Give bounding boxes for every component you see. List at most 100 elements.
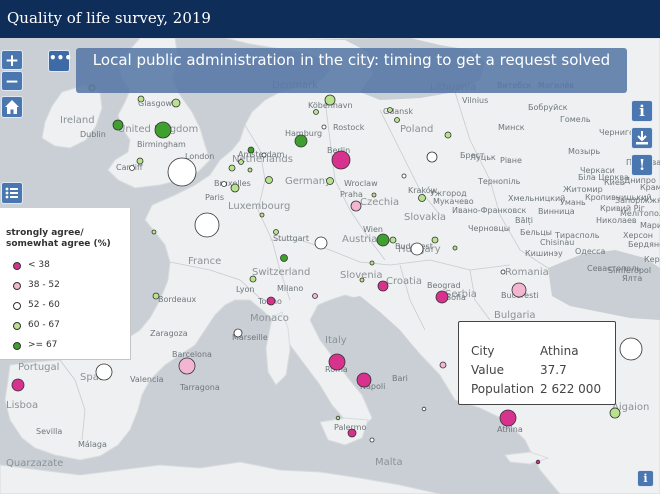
svg-text:Бердянськ: Бердянськ <box>628 240 660 249</box>
svg-text:Netherlands: Netherlands <box>232 154 293 165</box>
svg-text:Malta: Malta <box>375 457 403 468</box>
svg-text:Рівне: Рівне <box>500 156 522 165</box>
svg-text:Simferopol: Simferopol <box>608 266 651 275</box>
download-button[interactable] <box>631 127 653 149</box>
tooltip-key: Value <box>471 363 504 377</box>
info-small-button[interactable]: i <box>637 470 654 487</box>
svg-text:Monaco: Monaco <box>250 313 289 324</box>
list-icon <box>5 187 18 199</box>
legend-item: < 38 <box>0 260 131 272</box>
svg-text:London: London <box>185 152 214 161</box>
alert-button[interactable]: ! <box>631 154 653 176</box>
svg-text:Керчь: Керчь <box>644 255 660 264</box>
home-icon <box>5 100 19 114</box>
svg-text:Мариуполь: Мариуполь <box>640 221 660 230</box>
city-bubbles[interactable] <box>11 84 643 465</box>
legend-panel: strongly agree/ somewhat agree (%) < 38 … <box>0 208 131 360</box>
zoom-out-button[interactable]: − <box>1 71 23 92</box>
header-bar: Quality of life survey, 2019 <box>0 0 660 38</box>
svg-text:Севастополь: Севастополь <box>587 264 641 273</box>
svg-text:Бельцы: Бельцы <box>520 228 552 237</box>
legend-swatch <box>13 302 21 310</box>
svg-text:Гомель: Гомель <box>560 115 591 124</box>
legend-swatch <box>13 262 21 270</box>
map-title: Local public administration in the city:… <box>76 48 627 93</box>
legend-label: >= 67 <box>28 340 58 350</box>
svg-text:Amsterdam: Amsterdam <box>238 150 285 159</box>
svg-text:Birmingham: Birmingham <box>137 140 186 149</box>
svg-text:Киев: Киев <box>604 178 625 187</box>
zoom-in-button[interactable]: + <box>1 50 23 71</box>
svg-text:Кривий Ріг: Кривий Ріг <box>600 204 645 213</box>
svg-text:Milano: Milano <box>277 284 303 293</box>
svg-text:Sevilla: Sevilla <box>36 427 62 436</box>
city-tooltip: City Athina Value 37.7 Population 2 622 … <box>458 321 616 405</box>
legend-label: < 38 <box>28 260 50 270</box>
svg-text:Кишинэу: Кишинэу <box>525 249 563 258</box>
svg-text:Berlin: Berlin <box>327 146 350 155</box>
svg-text:France: France <box>188 256 221 267</box>
legend-label: 60 - 67 <box>28 320 60 330</box>
svg-text:Valencia: Valencia <box>130 375 164 384</box>
svg-text:Lyon: Lyon <box>236 285 254 294</box>
svg-text:Wroclaw: Wroclaw <box>344 179 378 188</box>
svg-text:Тернопіль: Тернопіль <box>477 177 521 186</box>
svg-text:Czechia: Czechia <box>360 197 399 208</box>
svg-text:Athina: Athina <box>497 425 523 434</box>
svg-text:Запоріжжя: Запоріжжя <box>615 196 660 205</box>
list-button[interactable] <box>1 182 23 204</box>
svg-text:Praha: Praha <box>340 190 363 199</box>
app-title: Quality of life survey, 2019 <box>7 9 211 27</box>
svg-text:Умань: Умань <box>560 198 586 207</box>
sea-black <box>548 250 660 320</box>
svg-text:Slovakia: Slovakia <box>404 212 446 223</box>
svg-text:Barcelona: Barcelona <box>172 350 212 359</box>
svg-text:Мукачево: Мукачево <box>433 197 474 206</box>
download-icon <box>636 131 648 145</box>
legend-title: strongly agree/ somewhat agree (%) <box>6 228 111 249</box>
info-button[interactable]: i <box>631 100 653 122</box>
svg-text:Marseille: Marseille <box>232 333 268 342</box>
svg-text:Germany: Germany <box>285 176 331 187</box>
svg-text:Quarzazate: Quarzazate <box>6 458 63 469</box>
svg-text:Aigaion: Aigaion <box>612 402 649 413</box>
svg-text:Мозырь: Мозырь <box>568 147 600 156</box>
svg-text:Брест: Брест <box>460 151 485 160</box>
svg-text:Málaga: Málaga <box>78 440 107 449</box>
svg-text:Köbenhavn: Köbenhavn <box>308 101 353 110</box>
country-borders <box>59 91 549 441</box>
svg-text:Николаев: Николаев <box>596 216 637 225</box>
tooltip-key: Population <box>471 382 535 396</box>
svg-text:Біла Церква: Біла Церква <box>578 173 629 182</box>
more-button[interactable]: ••• <box>48 50 72 72</box>
svg-text:Dublin: Dublin <box>80 130 106 139</box>
svg-text:Wien: Wien <box>363 225 383 234</box>
land-sicily <box>319 417 369 446</box>
svg-text:Gdansk: Gdansk <box>383 107 413 116</box>
svg-text:Бобруйск: Бобруйск <box>528 103 568 112</box>
svg-text:Croatia: Croatia <box>386 276 422 287</box>
svg-text:Napoli: Napoli <box>360 382 385 391</box>
legend-swatch <box>13 282 21 290</box>
svg-text:Тирасполь: Тирасполь <box>554 231 600 240</box>
svg-text:Hamburg: Hamburg <box>285 129 322 138</box>
svg-text:Ireland: Ireland <box>60 115 95 126</box>
svg-text:Херсон: Херсон <box>623 231 653 240</box>
svg-text:Минск: Минск <box>498 123 525 132</box>
svg-text:Romania: Romania <box>505 267 549 278</box>
svg-text:Одесса: Одесса <box>575 247 606 256</box>
legend-swatch <box>13 342 21 350</box>
svg-text:Serbia: Serbia <box>445 289 477 300</box>
svg-text:Paris: Paris <box>205 193 224 202</box>
svg-text:Bulgaria: Bulgaria <box>494 310 535 321</box>
svg-text:Austria: Austria <box>342 234 377 245</box>
svg-text:Ялта: Ялта <box>622 274 642 283</box>
land-north-africa <box>0 461 441 494</box>
home-button[interactable] <box>1 96 23 118</box>
svg-text:Черкаси: Черкаси <box>580 166 615 175</box>
tooltip-value: 2 622 000 <box>540 382 602 396</box>
svg-text:Poland: Poland <box>400 124 433 135</box>
legend-item: 52 - 60 <box>0 300 131 312</box>
svg-text:Kraków: Kraków <box>408 185 438 195</box>
svg-text:Vilnius: Vilnius <box>462 96 488 105</box>
